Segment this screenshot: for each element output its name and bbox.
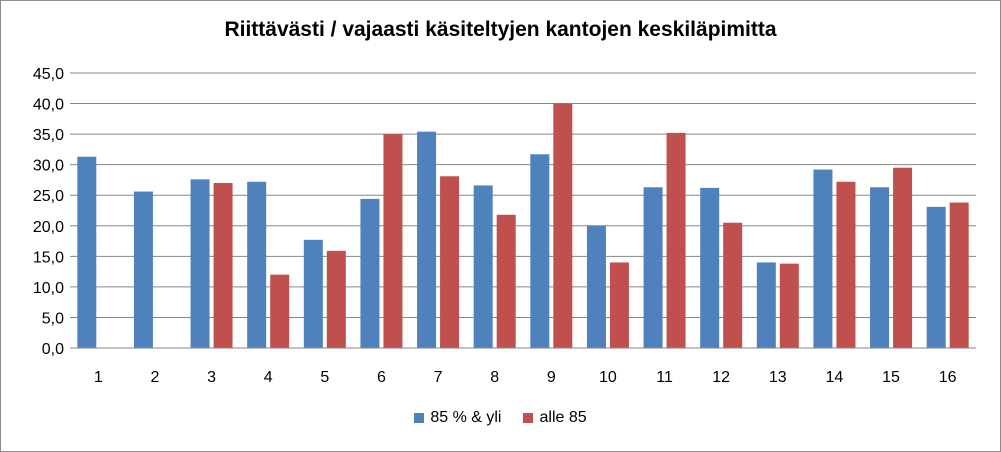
- x-tick-label: 5: [320, 369, 329, 386]
- y-tick-label: 0,0: [42, 341, 64, 358]
- bar-series-2: [553, 103, 573, 348]
- chart-title: Riittävästi / vajaasti käsiteltyjen kant…: [224, 18, 777, 41]
- bar-series-2: [779, 263, 799, 348]
- bar-series-2: [893, 167, 913, 348]
- y-tick-label: 20,0: [33, 219, 64, 236]
- legend-swatch-series-2: [523, 413, 534, 423]
- bar-series-2: [609, 262, 629, 348]
- x-tick-label: 9: [547, 369, 556, 386]
- x-tick-label: 4: [264, 369, 273, 386]
- bar-series-1: [643, 187, 663, 348]
- bar-series-1: [133, 191, 153, 348]
- legend-item-series-1: 85 % & yli: [414, 409, 501, 427]
- bar-series-1: [77, 156, 97, 348]
- x-tick-label: 10: [599, 369, 617, 386]
- bar-series-2: [666, 132, 686, 348]
- bar-series-1: [813, 169, 833, 348]
- y-tick-label: 15,0: [33, 249, 64, 266]
- bar-series-2: [836, 181, 856, 348]
- y-tick-label: 25,0: [33, 188, 64, 205]
- bar-series-1: [473, 185, 493, 348]
- bar-series-2: [270, 274, 290, 348]
- bar-series-2: [383, 134, 403, 348]
- bar-series-2: [213, 183, 233, 348]
- bar-series-1: [360, 198, 380, 348]
- y-tick-label: 45,0: [33, 66, 64, 83]
- bar-series-1: [303, 239, 323, 348]
- bar-series-1: [530, 154, 550, 348]
- x-tick-label: 8: [490, 369, 499, 386]
- legend-label-series-2: alle 85: [539, 409, 587, 426]
- bar-series-2: [949, 202, 969, 348]
- bar-series-1: [190, 179, 210, 348]
- y-tick-label: 30,0: [33, 158, 64, 175]
- bar-series-2: [723, 222, 743, 348]
- x-tick-label: 11: [656, 369, 673, 386]
- x-tick-label: 2: [150, 369, 159, 386]
- bar-series-2: [496, 214, 516, 348]
- x-tick-label: 14: [826, 369, 844, 386]
- x-tick-label: 13: [769, 369, 787, 386]
- bar-series-2: [440, 176, 460, 348]
- bar-series-1: [870, 187, 890, 348]
- x-tick-label: 16: [939, 369, 957, 386]
- bar-series-1: [926, 206, 946, 348]
- x-tick-label: 3: [207, 369, 216, 386]
- x-tick-label: 6: [377, 369, 386, 386]
- bar-series-2: [326, 250, 346, 348]
- bar-series-1: [586, 225, 606, 348]
- y-tick-label: 40,0: [33, 97, 64, 114]
- legend-label-series-1: 85 % & yli: [430, 409, 502, 426]
- y-tick-label: 5,0: [42, 310, 64, 327]
- y-tick-label: 35,0: [33, 127, 64, 144]
- bar-series-1: [700, 187, 720, 348]
- bar-series-1: [756, 262, 776, 348]
- y-tick-label: 10,0: [33, 280, 64, 297]
- x-tick-label: 1: [94, 369, 103, 386]
- x-tick-label: 7: [434, 369, 443, 386]
- legend: 85 % & yli alle 85: [0, 409, 1001, 427]
- x-tick-label: 12: [712, 369, 730, 386]
- legend-swatch-series-1: [414, 413, 425, 423]
- bar-series-1: [417, 131, 437, 348]
- legend-item-series-2: alle 85: [523, 409, 587, 427]
- bar-series-1: [247, 181, 267, 348]
- x-tick-label: 15: [882, 369, 900, 386]
